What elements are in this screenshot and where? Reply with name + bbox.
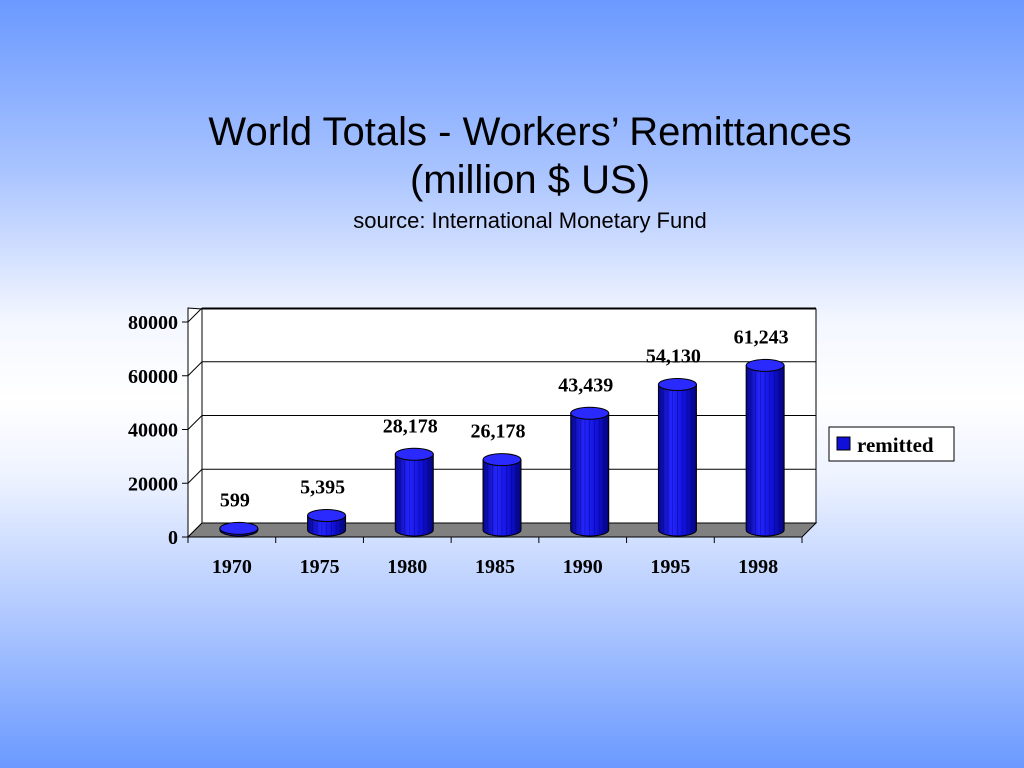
value-label: 26,178 xyxy=(471,421,526,443)
y-tick-label: 60000 xyxy=(128,366,178,388)
bar xyxy=(745,358,785,537)
gridline-side xyxy=(187,361,203,377)
title-block: World Totals - Workers’ Remittances (mil… xyxy=(0,108,1024,236)
x-axis: 1970 1975 1980 1985 1990 1995 1998 xyxy=(187,536,803,578)
chart-title-line1: World Totals - Workers’ Remittances xyxy=(208,110,852,154)
x-tick-label: 1970 xyxy=(212,556,252,578)
bar xyxy=(570,406,610,537)
value-label: 5,395 xyxy=(300,477,345,499)
x-tick-label: 1995 xyxy=(650,556,690,578)
bar-top xyxy=(394,447,434,461)
bar xyxy=(657,378,697,537)
x-tick-label: 1985 xyxy=(475,556,515,578)
y-tick-label: 0 xyxy=(168,527,178,549)
value-label: 599 xyxy=(220,489,250,511)
legend: remitted xyxy=(828,426,955,462)
y-tick-label: 80000 xyxy=(128,312,178,334)
x-tick-label: 1990 xyxy=(563,556,603,578)
bar-top xyxy=(219,521,259,535)
y-tick-label: 20000 xyxy=(128,473,178,495)
bar xyxy=(482,453,522,537)
bar xyxy=(394,447,434,537)
chart-title-line2: (million $ US) xyxy=(409,158,651,202)
y-axis: 0 20000 40000 60000 80000 xyxy=(128,308,189,549)
bar-top xyxy=(482,453,522,467)
gridline-side xyxy=(187,468,203,484)
value-label: 28,178 xyxy=(383,415,438,437)
bar-top xyxy=(570,406,610,420)
x-tick-label: 1980 xyxy=(387,556,427,578)
bar-top xyxy=(657,378,697,392)
chart-subtitle: source: International Monetary Fund xyxy=(353,208,707,233)
value-labels: 599 5,395 28,178 26,178 43,439 54,130 61,243 xyxy=(220,326,789,511)
bar-top xyxy=(745,358,785,372)
legend-swatch xyxy=(836,436,851,451)
value-label: 43,439 xyxy=(558,374,613,396)
bar xyxy=(219,521,259,537)
gridline-side xyxy=(187,307,203,323)
value-label: 61,243 xyxy=(734,326,789,348)
bars xyxy=(219,358,785,537)
y-tick-label: 40000 xyxy=(128,420,178,442)
bar-top xyxy=(307,509,347,523)
x-tick-label: 1975 xyxy=(300,556,340,578)
bar xyxy=(307,509,347,537)
legend-label: remitted xyxy=(857,433,934,457)
value-label: 54,130 xyxy=(646,346,701,368)
gridline-side xyxy=(187,415,203,430)
x-tick-label: 1998 xyxy=(738,556,778,578)
